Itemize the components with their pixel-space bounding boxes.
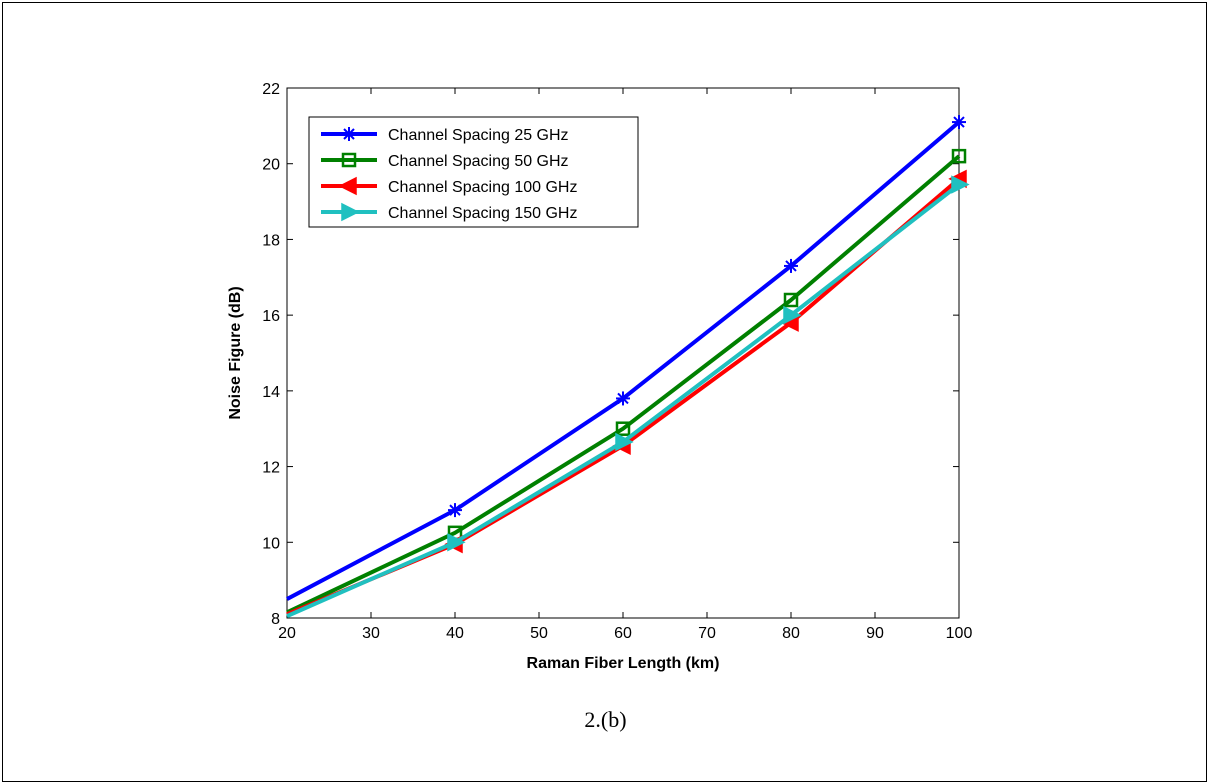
x-tick-label: 100 (946, 625, 973, 642)
star-marker (953, 116, 965, 128)
legend-label: Channel Spacing 150 GHz (388, 205, 577, 222)
square-marker (951, 148, 967, 164)
x-tick-label: 40 (446, 625, 464, 642)
x-axis-title: Raman Fiber Length (km) (527, 655, 720, 672)
triangle-right-marker (447, 533, 466, 552)
x-tick-label: 20 (278, 625, 296, 642)
y-tick-label: 8 (271, 611, 280, 628)
y-tick-label: 16 (262, 308, 280, 325)
x-tick-label: 70 (698, 625, 716, 642)
y-tick-label: 22 (262, 81, 280, 98)
star-marker (343, 128, 355, 140)
triangle-left-marker (338, 176, 357, 196)
series-1 (286, 115, 966, 601)
square-marker (783, 292, 799, 308)
series-2 (286, 148, 967, 615)
series-line (286, 154, 961, 615)
legend-item: Channel Spacing 25 GHz (321, 127, 569, 144)
series-layer (286, 115, 970, 618)
star-marker (617, 392, 629, 405)
legend-item: Channel Spacing 50 GHz (321, 152, 569, 170)
y-tick-label: 10 (262, 535, 280, 552)
y-tick-label: 18 (262, 232, 280, 249)
triangle-right-marker (615, 432, 634, 452)
axis-ticks: 20 30 40 50 60 70 80 90 100 8 10 12 14 16 18 20 22 (262, 81, 972, 642)
y-tick-label: 14 (262, 384, 280, 401)
y-tick-label: 20 (262, 157, 280, 174)
triangle-right-marker (951, 175, 970, 194)
legend-item: Channel Spacing 100 GHz (321, 176, 577, 196)
triangle-right-marker (783, 305, 802, 325)
legend-label: Channel Spacing 100 GHz (388, 179, 577, 196)
square-marker (341, 152, 357, 168)
x-tick-label: 80 (782, 625, 800, 642)
figure-caption: 2.(b) (584, 707, 627, 732)
legend: Channel Spacing 25 GHz Channel Spacing 50… (308, 116, 639, 228)
x-tick-label: 60 (614, 625, 632, 642)
legend-item: Channel Spacing 150 GHz (321, 202, 577, 222)
square-marker (615, 421, 631, 436)
x-tick-label: 90 (866, 625, 884, 642)
x-tick-label: 50 (530, 625, 548, 642)
x-tick-label: 30 (362, 625, 380, 642)
legend-label: Channel Spacing 25 GHz (388, 127, 569, 144)
y-tick-label: 12 (262, 460, 280, 477)
series-4 (286, 175, 970, 618)
legend-label: Channel Spacing 50 GHz (388, 153, 569, 170)
y-axis-title: Noise Figure (dB) (227, 286, 244, 419)
star-marker (785, 260, 797, 272)
triangle-right-marker (341, 202, 360, 222)
star-marker (449, 504, 461, 516)
